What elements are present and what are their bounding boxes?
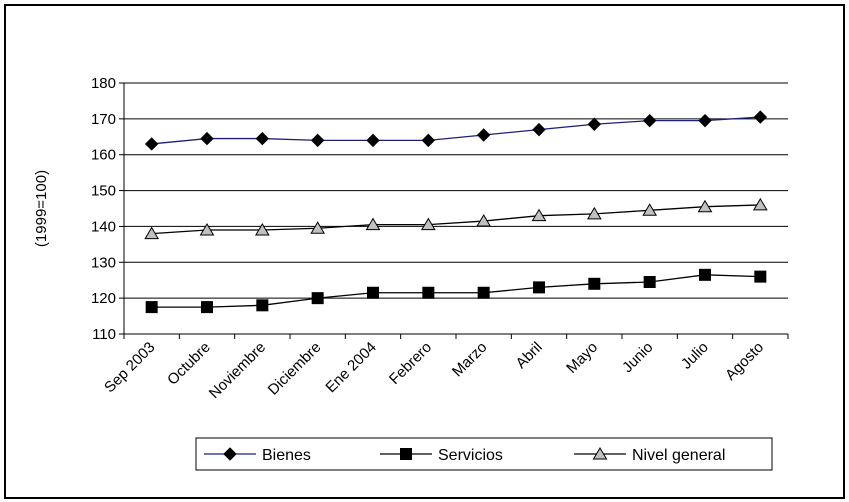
y-tick-label: 160 — [91, 147, 116, 164]
data-point — [642, 203, 658, 216]
legend-marker — [592, 447, 608, 460]
data-point — [310, 221, 326, 234]
data-point — [255, 131, 270, 146]
x-tick-label: Ene 2004 — [322, 339, 379, 396]
data-point — [256, 299, 269, 312]
x-tick-label: Marzo — [449, 339, 490, 380]
data-point — [367, 286, 379, 299]
series-servicios — [145, 268, 767, 314]
data-point — [533, 281, 545, 294]
legend-item: Servicios — [380, 447, 503, 464]
data-point — [199, 223, 215, 236]
x-tick-label: Sep 2003 — [101, 339, 158, 396]
series-line — [151, 116, 761, 145]
data-point — [144, 137, 159, 151]
x-tick-label: Febrero — [386, 339, 435, 388]
data-point — [421, 133, 436, 148]
x-tick-label: Mayo — [563, 339, 601, 377]
data-point — [642, 113, 657, 128]
legend-label: Nivel general — [632, 447, 725, 464]
data-point — [752, 197, 768, 211]
data-point — [586, 206, 602, 220]
data-point — [420, 217, 436, 231]
data-point — [588, 277, 601, 290]
x-tick-label: Abril — [513, 339, 546, 372]
data-point — [753, 110, 768, 124]
legend-item: Nivel general — [574, 447, 725, 464]
data-point — [200, 131, 214, 146]
data-point — [476, 128, 491, 142]
data-point — [587, 117, 602, 131]
legend-box — [195, 437, 773, 471]
x-tick-label: Julio — [678, 339, 712, 373]
data-point — [698, 113, 712, 128]
data-point — [366, 133, 380, 148]
series-nivel-general — [144, 197, 768, 240]
legend-item: Bienes — [204, 447, 311, 464]
data-point — [477, 286, 490, 299]
data-point — [201, 301, 213, 314]
y-axis-title: (1999=100) — [33, 170, 50, 247]
data-point — [310, 133, 325, 148]
legend-label: Servicios — [438, 447, 503, 464]
legend: Bienes Servicios Nivel general — [195, 437, 773, 471]
data-point — [532, 122, 546, 137]
data-point — [531, 208, 547, 222]
data-point — [145, 301, 158, 314]
data-point — [754, 270, 767, 283]
data-point — [144, 226, 160, 240]
data-point — [254, 223, 270, 236]
y-tick-label: 140 — [91, 218, 116, 235]
y-tick-label: 110 — [92, 326, 116, 343]
data-point — [365, 217, 381, 231]
data-point — [422, 286, 435, 299]
data-point — [699, 268, 711, 281]
series-bienes — [144, 110, 768, 151]
legend-marker — [400, 448, 412, 460]
x-tick-label: Junio — [619, 339, 656, 376]
y-tick-label: 120 — [91, 290, 116, 307]
x-tick-label: Diciembre — [265, 339, 325, 399]
x-tick-label: Agosto — [722, 339, 767, 384]
legend-marker — [223, 447, 237, 461]
legend-label: Bienes — [262, 447, 311, 464]
grid-lines — [124, 82, 788, 299]
series-line — [151, 204, 761, 235]
y-tick-label: 130 — [91, 254, 116, 271]
data-point — [476, 214, 492, 227]
series-group — [144, 110, 768, 314]
data-point — [643, 276, 656, 289]
series-line — [151, 274, 761, 308]
y-tick-label: 180 — [91, 75, 116, 92]
data-point — [697, 199, 713, 213]
x-tick-label: Octubre — [164, 339, 214, 389]
y-tick-label: 150 — [91, 183, 116, 200]
data-point — [311, 292, 324, 305]
y-tick-label: 170 — [91, 111, 116, 128]
x-tick-label: Noviembre — [206, 339, 269, 402]
chart-frame — [4, 4, 845, 499]
